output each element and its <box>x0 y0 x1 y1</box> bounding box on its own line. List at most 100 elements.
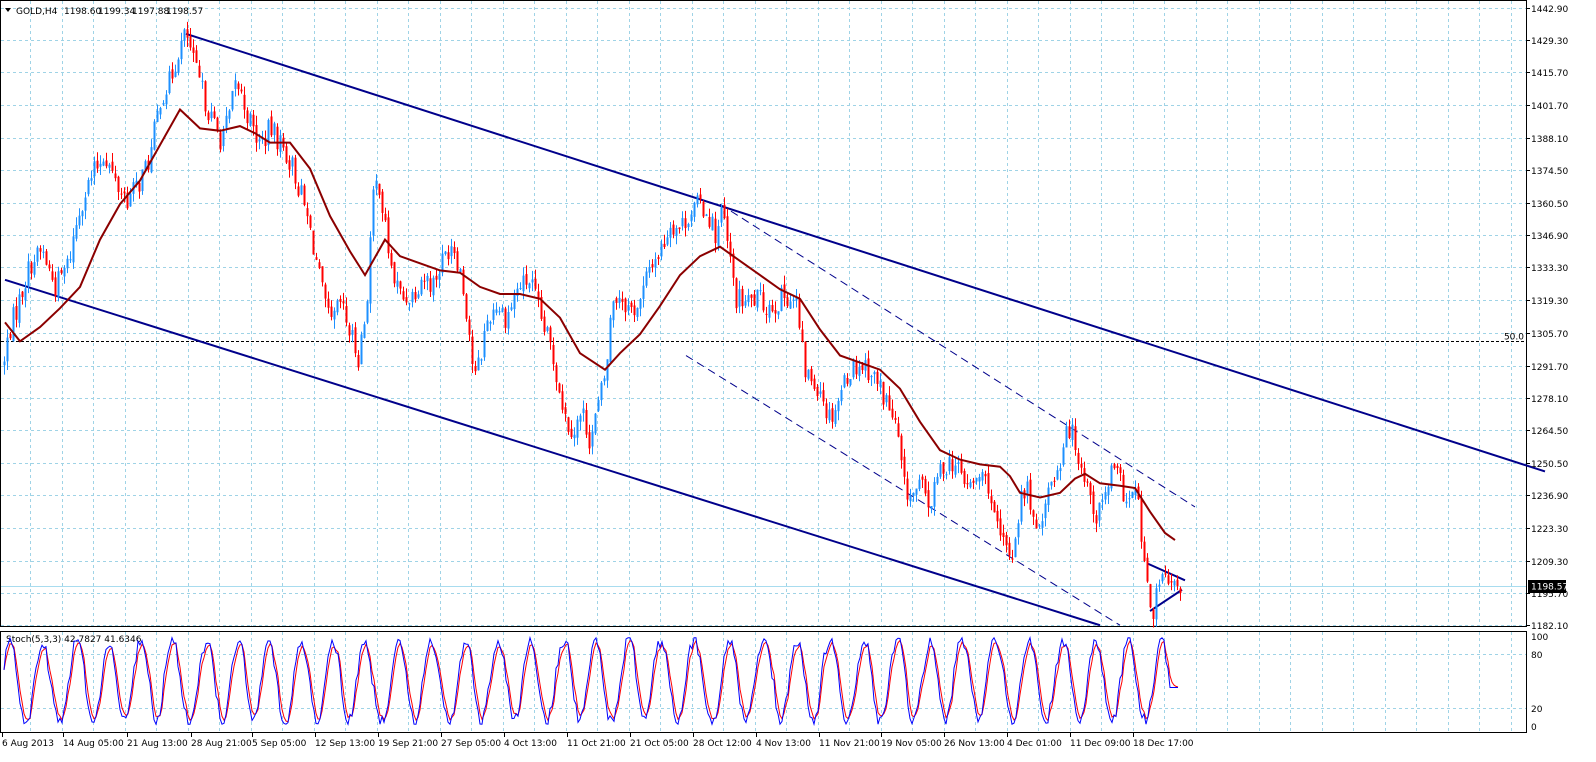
candle-body <box>420 279 423 295</box>
candle-body <box>696 195 699 205</box>
candle-body <box>417 294 420 298</box>
candle-body <box>768 304 771 318</box>
candle-body <box>231 91 234 110</box>
candle-body <box>927 490 930 508</box>
trendline-channel-bottom <box>4 278 1101 627</box>
candle-body <box>1107 486 1110 496</box>
candle-body <box>750 294 753 298</box>
candle-body <box>366 301 369 323</box>
x-tick-label: 14 Aug 05:00 <box>63 739 124 749</box>
candle-body <box>609 317 612 363</box>
candle-body <box>795 297 798 301</box>
trendlines <box>4 32 1546 627</box>
candle-body <box>423 280 426 282</box>
candle-body <box>630 302 633 307</box>
candle-body <box>273 123 276 136</box>
candle-body <box>114 173 117 179</box>
candle-body <box>6 337 9 362</box>
x-tick-label: 6 Aug 2013 <box>2 739 54 749</box>
candle-body <box>63 267 66 277</box>
candle-body <box>648 267 651 273</box>
candle-body <box>873 372 876 375</box>
candle-body <box>1110 465 1113 489</box>
candle-body <box>711 216 714 231</box>
candle-body <box>36 247 39 262</box>
candle-body <box>582 408 585 414</box>
x-tick-label: 19 Sep 21:00 <box>378 739 438 749</box>
candle-body <box>912 492 915 496</box>
x-tick-label: 4 Dec 01:00 <box>1007 739 1062 749</box>
candle-body <box>237 83 240 90</box>
candle-body <box>381 191 384 213</box>
x-tick-label: 19 Nov 05:00 <box>881 739 942 749</box>
candle-body <box>1074 426 1077 450</box>
candle-body <box>987 473 990 494</box>
stoch-level-label: 0 <box>1531 723 1537 733</box>
candle-body <box>522 275 525 292</box>
candle-body <box>30 262 33 274</box>
candle-body <box>321 266 324 283</box>
candle-body <box>948 457 951 472</box>
candle-body <box>186 29 189 38</box>
candle-body <box>714 218 717 244</box>
candle-body <box>213 111 216 118</box>
candle-body <box>687 224 690 228</box>
candle-body <box>180 40 183 60</box>
candle-body <box>1038 525 1041 527</box>
candle-body <box>969 482 972 488</box>
candle-body <box>201 80 204 82</box>
candle-body <box>495 309 498 313</box>
candle-body <box>975 477 978 482</box>
fib-50-label: 50.0 <box>1504 333 1524 343</box>
candle-body <box>540 296 543 319</box>
candle-body <box>285 146 288 163</box>
candle-body <box>333 310 336 320</box>
candle-body <box>675 228 678 237</box>
trendline-tri-bottom <box>1149 588 1183 612</box>
candle-body <box>999 518 1002 536</box>
candle-body <box>639 299 642 309</box>
candle-body <box>156 110 159 122</box>
candle-body <box>1089 482 1092 496</box>
candle-body <box>81 211 84 217</box>
y-tick-label: 1209.30 <box>1531 558 1568 568</box>
candle-body <box>744 301 747 306</box>
candle-body <box>600 382 603 401</box>
header-close: 1198.57 <box>166 7 203 17</box>
candle-body <box>153 121 156 150</box>
candle-body <box>399 281 402 289</box>
candle-body <box>1098 502 1101 521</box>
candle-body <box>915 488 918 495</box>
candle-body <box>54 277 57 296</box>
candle-body <box>369 237 372 304</box>
stoch-level-label: 20 <box>1531 705 1543 715</box>
candle-body <box>699 194 702 200</box>
candle-body <box>444 251 447 255</box>
candle-body <box>78 215 81 226</box>
candle-body <box>717 226 720 246</box>
candle-body <box>909 495 912 502</box>
x-tick-label: 5 Sep 05:00 <box>252 739 307 749</box>
candle-body <box>1128 498 1131 500</box>
candle-body <box>432 277 435 296</box>
y-tick-label: 1401.70 <box>1531 102 1568 112</box>
candle-body <box>435 275 438 280</box>
candle-body <box>177 59 180 73</box>
candle-body <box>27 261 30 287</box>
candle-body <box>513 295 516 310</box>
candle-body <box>60 269 63 273</box>
candle-body <box>1104 492 1107 500</box>
candle-body <box>102 161 105 166</box>
candle-body <box>528 283 531 289</box>
candle-body <box>951 459 954 472</box>
candle-body <box>1059 468 1062 472</box>
candle-body <box>597 400 600 411</box>
candle-body <box>738 289 741 307</box>
candle-body <box>360 334 363 365</box>
candle-body <box>1125 501 1128 504</box>
candle-body <box>1041 521 1044 528</box>
candle-body <box>486 320 489 332</box>
candle-body <box>1077 452 1080 464</box>
candle-body <box>396 280 399 287</box>
candle-body <box>1164 573 1167 575</box>
